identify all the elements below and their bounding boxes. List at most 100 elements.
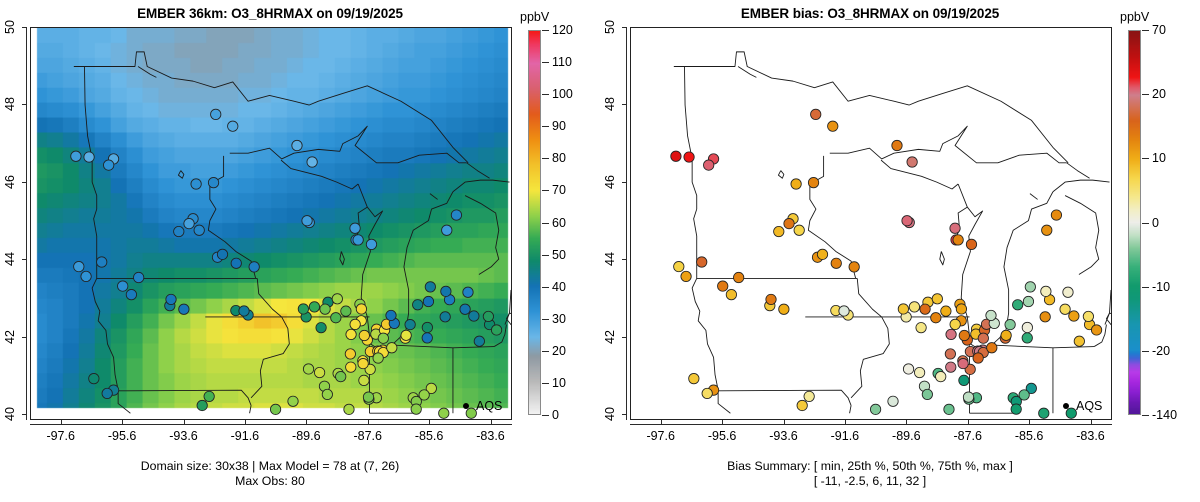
aqs-station-marker xyxy=(424,281,436,293)
y-tick-label: 44 xyxy=(2,252,17,267)
aqs-station-marker xyxy=(1090,324,1103,336)
aqs-station-marker xyxy=(733,271,745,284)
x-tick-label: -89.6 xyxy=(292,429,321,443)
model-obs-points xyxy=(70,108,503,419)
aqs-station-marker xyxy=(783,218,795,230)
aqs-legend-label: AQS xyxy=(476,399,503,413)
y-tick-label: 42 xyxy=(2,329,17,344)
aqs-station-marker xyxy=(287,395,299,407)
colorbar-tick-label: 100 xyxy=(552,87,573,102)
aqs-station-marker xyxy=(977,332,989,344)
map-outline-path xyxy=(673,51,1069,164)
aqs-station-marker xyxy=(958,374,970,386)
x-tick-label: -83.6 xyxy=(476,429,505,443)
aqs-station-marker xyxy=(421,332,433,344)
aqs-station-marker xyxy=(972,352,984,364)
y-tick-label: 42 xyxy=(602,329,617,344)
aqs-station-marker xyxy=(688,373,700,385)
aqs-station-marker xyxy=(725,289,737,301)
x-tick-label: -95.6 xyxy=(107,429,137,443)
aqs-station-marker xyxy=(986,342,998,354)
map-outline-path xyxy=(354,206,368,239)
model-plot-area xyxy=(30,27,512,420)
aqs-station-marker xyxy=(421,321,433,334)
aqs-station-marker xyxy=(335,371,347,383)
aqs-station-marker xyxy=(1068,310,1080,322)
aqs-station-marker xyxy=(302,363,315,375)
colorbar-tick-label: 90 xyxy=(552,119,566,134)
aqs-station-marker xyxy=(441,224,453,236)
map-outline-path xyxy=(777,170,785,179)
aqs-station-marker xyxy=(807,177,820,189)
aqs-station-marker xyxy=(1022,295,1035,308)
map-outline-path xyxy=(93,208,98,279)
bias-y-axis xyxy=(626,27,627,420)
map-outline-path xyxy=(505,312,511,326)
x-tick-label: -87.6 xyxy=(953,429,982,443)
aqs-station-marker xyxy=(410,403,422,415)
aqs-station-marker xyxy=(349,318,361,330)
aqs-station-marker xyxy=(803,390,815,403)
aqs-station-marker xyxy=(230,257,242,269)
aqs-station-marker xyxy=(901,215,913,227)
aqs-station-marker xyxy=(210,108,222,120)
model-y-axis xyxy=(26,27,27,420)
aqs-station-marker xyxy=(459,303,471,315)
aqs-station-marker xyxy=(778,303,790,315)
colorbar-tick-mark xyxy=(542,286,549,288)
aqs-station-marker xyxy=(190,178,202,190)
bias-caption-line-1: Bias Summary: [ min, 25th %, 50th %, 75t… xyxy=(727,459,1013,473)
x-tick-mark xyxy=(967,420,969,425)
aqs-station-marker xyxy=(701,387,713,400)
aqs-station-marker xyxy=(670,150,682,162)
aqs-station-marker xyxy=(680,270,692,283)
model-colorbar-strip xyxy=(528,30,541,415)
y-tick-mark xyxy=(622,27,627,28)
aqs-station-marker xyxy=(765,293,777,306)
colorbar-tick-mark xyxy=(542,415,549,416)
aqs-station-marker xyxy=(958,329,970,342)
map-outline-path xyxy=(229,125,467,164)
aqs-station-marker xyxy=(790,178,802,190)
x-tick-label: -97.6 xyxy=(46,429,75,443)
y-tick-label: 48 xyxy=(2,97,17,112)
y-tick-label: 40 xyxy=(602,407,617,422)
map-outline-path xyxy=(1064,195,1100,275)
aqs-station-marker xyxy=(357,357,369,370)
aqs-station-marker xyxy=(248,261,260,273)
map-outline-path xyxy=(249,405,252,414)
aqs-station-marker xyxy=(1040,285,1052,297)
aqs-station-marker xyxy=(117,280,129,292)
aqs-station-marker xyxy=(915,322,927,334)
aqs-station-marker xyxy=(1018,389,1030,401)
map-outline-path xyxy=(177,170,185,179)
aqs-station-marker xyxy=(183,218,195,230)
aqs-station-marker xyxy=(315,322,327,334)
aqs-station-marker xyxy=(696,256,708,268)
map-outline-path xyxy=(391,344,495,349)
map-outline-path xyxy=(849,405,852,414)
y-tick-mark xyxy=(22,104,27,106)
x-tick-mark xyxy=(244,420,246,425)
aqs-station-marker xyxy=(321,388,333,401)
aqs-station-marker xyxy=(345,361,357,373)
aqs-station-marker xyxy=(344,348,356,360)
x-tick-mark xyxy=(783,420,785,425)
colorbar-tick-mark xyxy=(542,190,549,192)
bias-plot-area xyxy=(630,27,1112,420)
colorbar-tick-label: 70 xyxy=(552,183,566,198)
aqs-station-marker xyxy=(1041,224,1053,236)
x-tick-mark xyxy=(367,420,369,425)
aqs-station-marker xyxy=(291,139,303,152)
aqs-station-marker xyxy=(935,371,947,383)
aqs-station-marker xyxy=(125,289,137,301)
aqs-station-marker xyxy=(385,309,397,322)
colorbar-tick-mark xyxy=(1142,286,1149,288)
colorbar-tick-mark xyxy=(1142,94,1149,96)
colorbar-tick-label: 60 xyxy=(552,215,566,230)
aqs-station-marker xyxy=(913,366,926,379)
colorbar-tick-mark xyxy=(542,62,549,64)
aqs-station-marker xyxy=(365,238,378,250)
aqs-station-marker xyxy=(891,139,903,152)
